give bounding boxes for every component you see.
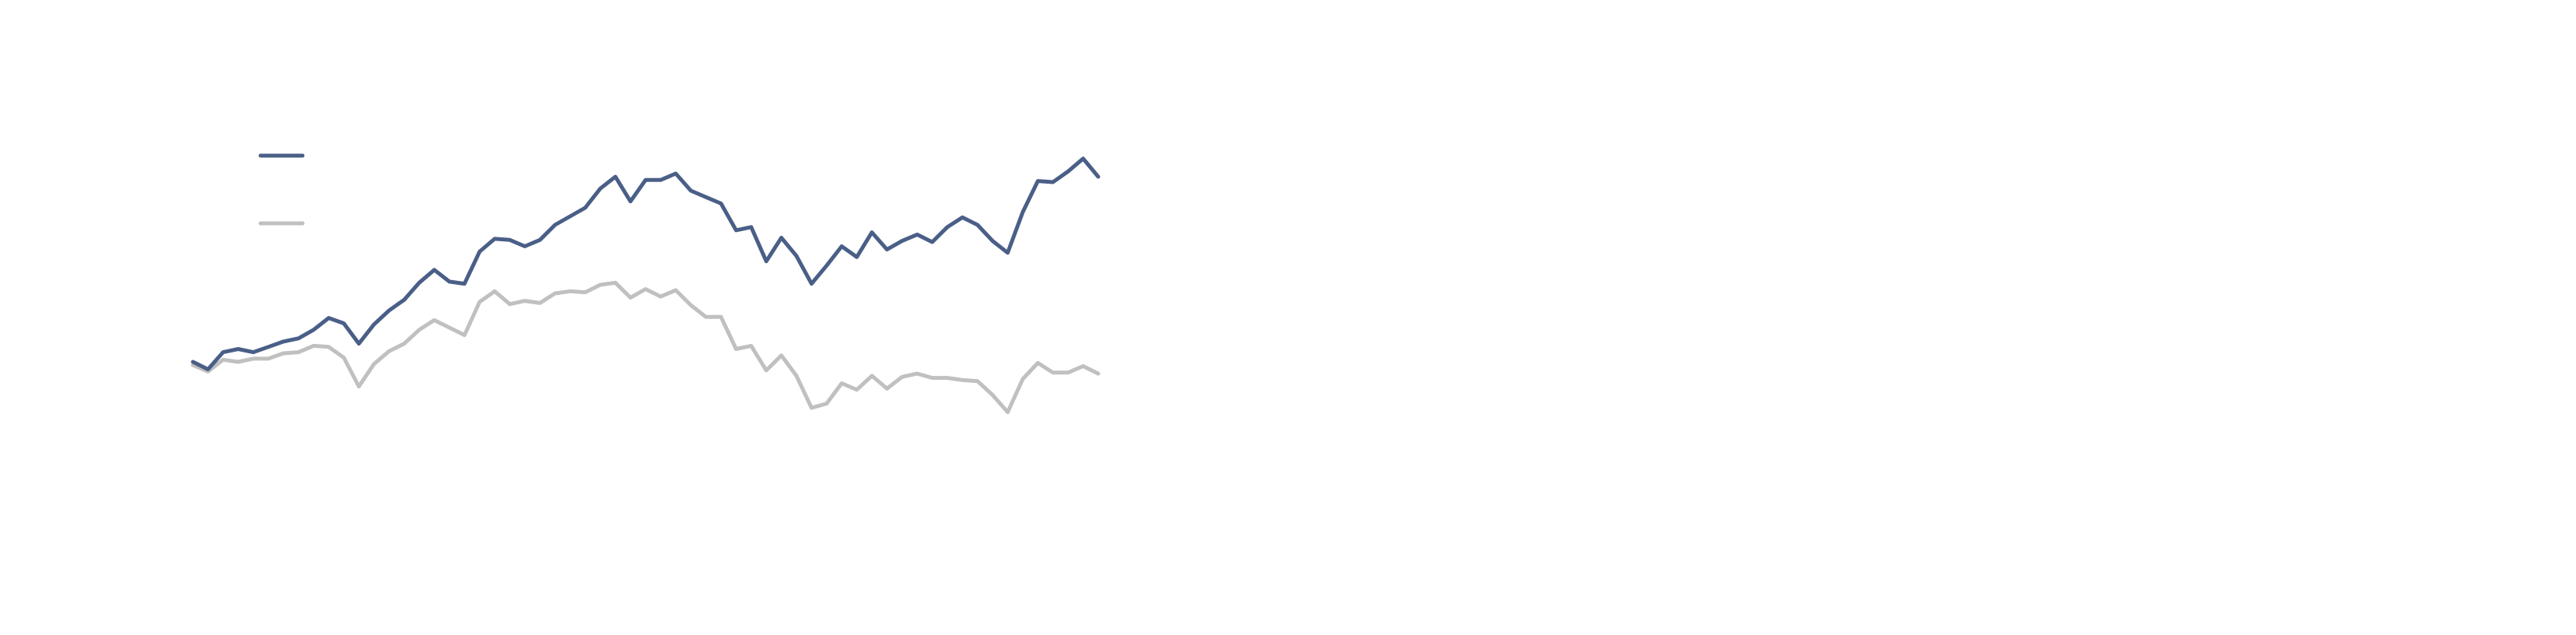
- series-2-line: [191, 280, 1101, 415]
- legend: [258, 153, 305, 226]
- plot-area: [191, 156, 1101, 415]
- series-1-line: [191, 156, 1101, 372]
